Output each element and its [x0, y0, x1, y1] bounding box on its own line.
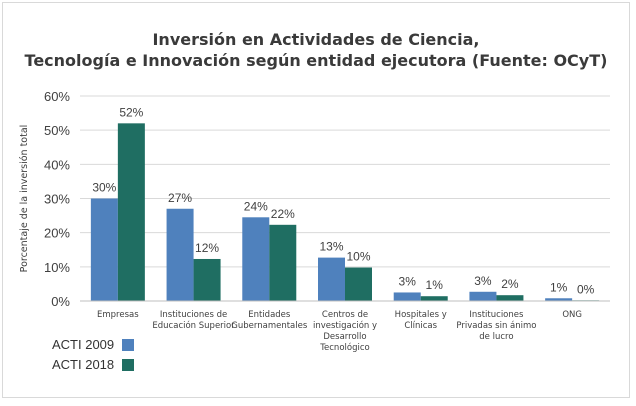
- x-tick-label: Empresas: [97, 310, 139, 320]
- x-tick-label: Desarrollo: [323, 332, 366, 342]
- data-label: 2%: [501, 277, 519, 291]
- data-label: 24%: [244, 199, 268, 213]
- legend-swatch-2009: [122, 338, 135, 351]
- bar-2018: [496, 295, 524, 301]
- y-tick-label: 40%: [44, 157, 70, 172]
- y-tick-label: 10%: [44, 260, 70, 275]
- bar-2009: [469, 291, 497, 301]
- bar-2009: [242, 217, 270, 301]
- bar-2009: [318, 257, 345, 301]
- x-tick-label: Hospitales y: [395, 310, 447, 320]
- data-label: 12%: [195, 241, 219, 255]
- x-tick-label: investigación y: [313, 320, 377, 331]
- chart-title-line-2: Tecnología e Innovación según entidad ej…: [24, 51, 608, 70]
- legend-label-2018: ACTI 2018: [52, 357, 115, 372]
- x-tick-label: de lucro: [479, 332, 513, 342]
- bar-2018: [345, 267, 372, 301]
- data-label: 52%: [119, 105, 143, 119]
- data-label: 1%: [550, 280, 568, 294]
- legend-label-2009: ACTI 2009: [52, 337, 115, 352]
- data-label: 22%: [271, 207, 295, 221]
- data-label: 27%: [168, 191, 192, 205]
- bar-2018: [420, 296, 448, 301]
- x-tick-label: Centros de: [322, 310, 368, 320]
- y-axis-label: Porcentaje de la inversión total: [19, 125, 30, 273]
- bar-2009: [545, 298, 573, 301]
- data-label: 1%: [426, 278, 444, 292]
- data-label: 0%: [577, 282, 595, 296]
- data-label: 3%: [474, 274, 492, 288]
- legend-item-2009: ACTI 2009: [52, 337, 135, 352]
- legend-swatch-2018: [122, 358, 135, 371]
- bar-2009: [90, 198, 118, 301]
- x-tick-label: Tecnológico: [319, 342, 369, 353]
- y-tick-label: 50%: [44, 123, 70, 138]
- x-tick-label: Instituciones: [469, 310, 524, 320]
- legend-item-2018: ACTI 2018: [52, 357, 135, 372]
- x-tick-label: Gubernamentales: [231, 321, 308, 331]
- bar-2018: [117, 123, 145, 301]
- x-tick-label: Clínicas: [404, 321, 437, 331]
- x-tick-label: Educación Superior: [152, 320, 235, 331]
- x-tick-label: Privadas sin ánimo: [456, 321, 536, 331]
- chart-title-line-1: Inversión en Actividades de Ciencia,: [152, 30, 480, 49]
- data-label: 10%: [346, 250, 370, 264]
- bar-2009: [393, 292, 421, 301]
- data-label: 3%: [399, 274, 417, 288]
- y-tick-label: 60%: [44, 89, 70, 104]
- bar-2018: [193, 258, 221, 301]
- y-tick-label: 20%: [44, 226, 70, 241]
- data-label: 13%: [319, 240, 343, 254]
- data-label: 30%: [92, 181, 116, 195]
- y-tick-label: 0%: [51, 294, 70, 309]
- x-tick-label: ONG: [562, 310, 582, 320]
- x-tick-label: Instituciones de: [160, 310, 227, 320]
- bar-2018: [269, 224, 297, 301]
- y-tick-label: 30%: [44, 192, 70, 207]
- bar-2009: [166, 208, 194, 301]
- x-tick-label: Entidades: [248, 310, 291, 320]
